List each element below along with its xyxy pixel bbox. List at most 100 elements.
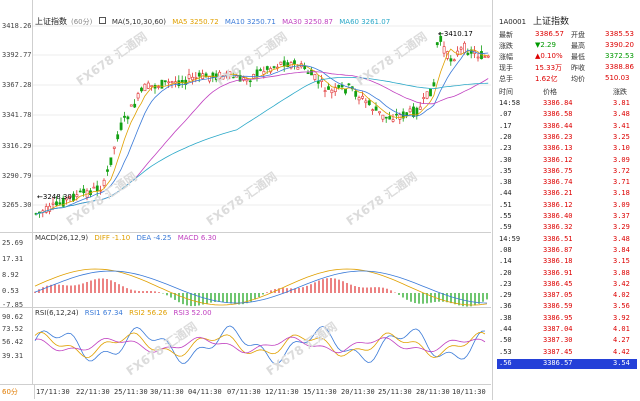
- tick-row[interactable]: .59 3386.32 3.29: [497, 223, 637, 233]
- kline-chart[interactable]: 上证指数 (60分) MA(5,10,30,60) MA5 3250.72 MA1…: [33, 0, 491, 400]
- candle: [82, 188, 86, 194]
- tick-price: 3386.18: [543, 257, 573, 266]
- time-tick: 07/11:30: [227, 388, 261, 396]
- tick-row[interactable]: .17 3386.44 3.41: [497, 122, 637, 132]
- candle: [61, 197, 65, 207]
- candle: [167, 81, 171, 84]
- tick-row[interactable]: .20 3386.91 3.88: [497, 269, 637, 279]
- macd-value: MACD 6.30: [177, 234, 217, 242]
- tick-change: 3.88: [613, 268, 630, 277]
- high-annotation: ←3410.17: [438, 30, 473, 38]
- tick-row[interactable]: .20 3386.23 3.25: [497, 133, 637, 143]
- tick-price: 3386.32: [543, 223, 573, 232]
- macd-legend: MACD(26,12,9) DIFF -1.10 DEA -4.25 MACD …: [35, 234, 220, 242]
- tick-row[interactable]: 14:58 3386.84 3.81: [497, 99, 637, 109]
- candle: [456, 50, 460, 56]
- tick-time: .36: [499, 302, 512, 311]
- tick-row[interactable]: .29 3387.05 4.02: [497, 291, 637, 301]
- tick-row[interactable]: .23 3386.13 3.10: [497, 144, 637, 154]
- time-tick: 25/11:30: [378, 388, 412, 396]
- quote-row: 涨跌 ▼2.29 最高 3390.20: [497, 41, 637, 51]
- tick-row[interactable]: .38 3386.95 3.92: [497, 314, 637, 324]
- time-tick: 10/11:30: [452, 388, 486, 396]
- period-button[interactable]: 60分: [0, 385, 35, 399]
- time-tick: 15/11:30: [303, 388, 337, 396]
- tick-time: .53: [499, 347, 512, 356]
- tick-row[interactable]: .23 3386.45 3.42: [497, 280, 637, 290]
- candle: [170, 81, 174, 83]
- tick-row[interactable]: .07 3386.58 3.48: [497, 110, 637, 120]
- tick-change: 3.42: [613, 279, 630, 288]
- tick-time: .38: [499, 178, 512, 187]
- candle: [51, 202, 55, 205]
- tick-time: .55: [499, 212, 512, 220]
- tick-row[interactable]: .30 3386.12 3.09: [497, 156, 637, 166]
- macd-label: MACD(26,12,9): [35, 234, 89, 242]
- time-tick: 25/11:30: [114, 388, 148, 396]
- tick-row[interactable]: .35 3386.75 3.72: [497, 167, 637, 177]
- diff-value: DIFF -1.10: [94, 234, 131, 242]
- tick-row[interactable]: .55 3386.40 3.37: [497, 212, 637, 222]
- candle: [435, 42, 439, 46]
- ma-legend: 上证指数 (60分) MA(5,10,30,60) MA5 3250.72 MA1…: [35, 16, 394, 27]
- candle: [204, 73, 208, 78]
- tick-row[interactable]: .50 3387.30 4.27: [497, 336, 637, 346]
- ma10-value: MA10 3250.71: [224, 18, 276, 26]
- tick-row[interactable]: .53 3387.45 4.42: [497, 348, 637, 358]
- chart-title: 上证指数: [35, 17, 67, 26]
- tick-row[interactable]: 14:59 3386.51 3.48: [497, 235, 637, 245]
- tick-row[interactable]: .38 3386.74 3.71: [497, 178, 637, 188]
- tick-time: .20: [499, 268, 512, 277]
- tick-change: 3.09: [613, 200, 630, 209]
- time-tick: 20/11:30: [341, 388, 375, 396]
- candle: [408, 108, 412, 113]
- candle: [129, 104, 133, 107]
- quote-label: 最高: [571, 42, 585, 50]
- candle: [391, 119, 395, 122]
- time-tick: 04/11:30: [188, 388, 222, 396]
- quote-value: 1.62亿: [535, 75, 558, 83]
- tick-time: .29: [499, 291, 512, 300]
- ma-line: [35, 77, 489, 215]
- candle: [486, 55, 490, 58]
- candle: [463, 42, 466, 53]
- rsi-label: RSI(6,12,24): [35, 309, 79, 317]
- rsi-legend: RSI(6,12,24) RSI1 67.34 RSI2 56.26 RSI3 …: [35, 309, 216, 317]
- price-tick: 3290.79: [2, 172, 32, 180]
- rsi1-value: RSI1 67.34: [84, 309, 123, 317]
- quote-row: 最新 3386.57 开盘 3385.53: [497, 30, 637, 40]
- tick-price: 3386.12: [543, 155, 573, 164]
- candle: [197, 72, 201, 77]
- candle: [180, 80, 184, 83]
- price-tick: 3418.26: [2, 22, 32, 30]
- tick-row[interactable]: .14 3386.18 3.15: [497, 257, 637, 267]
- time-tick: 17/11:30: [36, 388, 70, 396]
- tick-row[interactable]: .44 3387.04 4.01: [497, 325, 637, 335]
- low-annotation: ←3248.30: [37, 193, 72, 201]
- quote-label: 昨收: [571, 64, 585, 72]
- tick-row[interactable]: .51 3386.12 3.09: [497, 201, 637, 211]
- tick-change: 3.92: [613, 313, 630, 322]
- rsi-line: [34, 325, 486, 365]
- tick-change: 4.27: [613, 336, 630, 345]
- quote-label: 涨跌: [499, 42, 513, 50]
- candle: [146, 82, 150, 89]
- candle: [55, 201, 58, 206]
- tick-row[interactable]: .36 3386.59 3.56: [497, 302, 637, 312]
- tick-time: .38: [499, 313, 512, 322]
- ticks-header-price: 价格: [543, 88, 557, 96]
- tick-row[interactable]: .56 3386.57 3.54: [497, 358, 637, 369]
- tick-price: 3386.45: [543, 279, 573, 288]
- candle: [405, 112, 409, 116]
- candle: [58, 202, 62, 205]
- candle: [265, 66, 269, 70]
- macd-tick: 25.69: [2, 239, 24, 247]
- divider: [0, 232, 491, 233]
- candle: [483, 56, 487, 58]
- candle: [187, 74, 191, 79]
- tick-row[interactable]: .44 3386.21 3.18: [497, 189, 637, 199]
- tick-change: 3.18: [613, 189, 630, 198]
- candle: [102, 179, 106, 186]
- tick-row[interactable]: .08 3386.87 3.84: [497, 246, 637, 256]
- candle: [306, 72, 310, 75]
